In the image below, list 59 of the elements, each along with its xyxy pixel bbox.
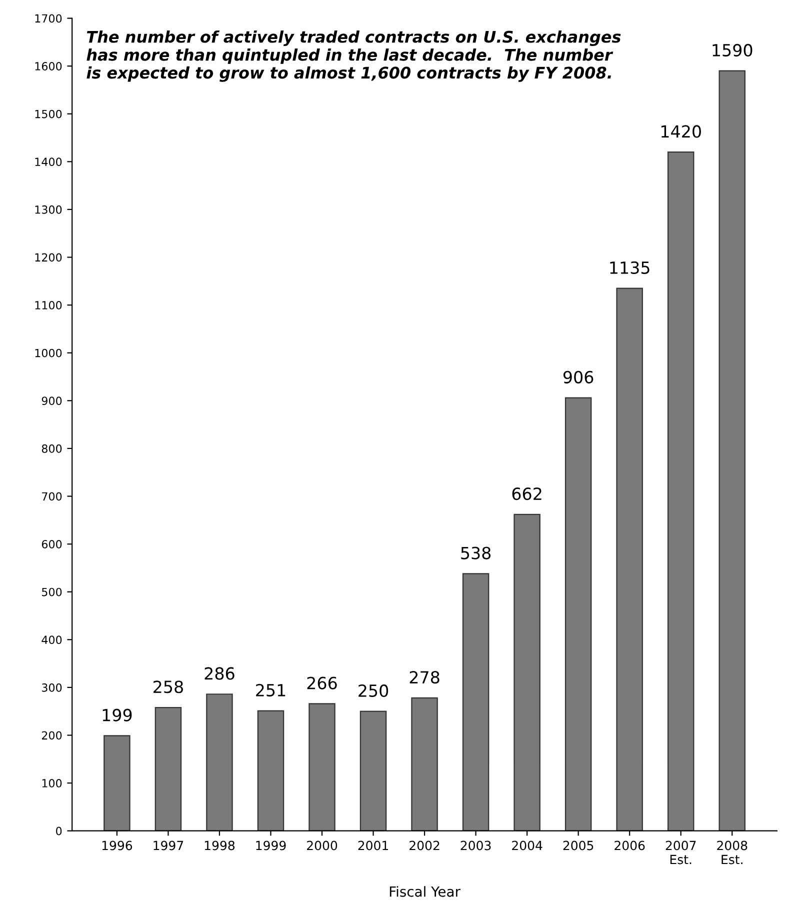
data-label: 538 — [461, 546, 491, 560]
y-tick-label: 1200 — [35, 253, 62, 262]
bar — [564, 397, 592, 831]
y-tick-label: 1600 — [35, 62, 62, 70]
bar — [308, 703, 336, 831]
bar — [104, 735, 130, 831]
y-tick-label: 500 — [42, 588, 62, 596]
data-label: 199 — [102, 708, 132, 722]
data-label: 1590 — [712, 44, 752, 56]
data-label: 286 — [204, 667, 234, 680]
y-tick-label: 700 — [42, 492, 62, 501]
y-tick-label: 0 — [56, 826, 62, 836]
data-label: 906 — [563, 370, 594, 384]
x-tick-label: 1999 — [256, 840, 286, 850]
x-tick-label: 2008 Est. — [717, 840, 748, 864]
bar — [154, 706, 182, 831]
y-tick-label: 1400 — [35, 158, 62, 166]
x-axis-title: Fiscal Year — [390, 886, 460, 897]
data-label: 251 — [256, 684, 286, 697]
bar — [616, 288, 643, 831]
bar — [206, 694, 233, 831]
y-tick-label: 1100 — [35, 301, 62, 310]
data-label: 258 — [154, 680, 183, 694]
bar — [718, 70, 746, 831]
bar — [667, 152, 694, 831]
data-label: 1135 — [610, 261, 650, 274]
data-label: 662 — [512, 487, 542, 500]
x-tick-label: 2002 — [410, 840, 440, 850]
x-tick-label: 2000 — [307, 840, 338, 850]
y-tick-label: 600 — [42, 540, 62, 548]
y-tick-label: 1300 — [35, 205, 62, 214]
x-tick-label: 2005 — [563, 840, 594, 850]
data-label: 1420 — [661, 125, 701, 138]
y-tick-label: 800 — [42, 444, 62, 453]
bar — [257, 710, 284, 831]
bar — [411, 697, 438, 831]
x-tick-label: 2001 — [358, 840, 388, 850]
y-tick-label: 1500 — [35, 110, 62, 118]
x-tick-label: 2007 Est. — [666, 840, 696, 864]
x-tick-label: 2004 — [512, 840, 542, 850]
data-label: 278 — [410, 671, 440, 684]
x-tick-label: 1996 — [102, 840, 132, 850]
x-tick-label: 1997 — [154, 840, 184, 850]
data-label: 266 — [307, 676, 337, 690]
bar — [360, 710, 387, 831]
y-tick-label: 400 — [42, 636, 62, 644]
x-tick-label: 1998 — [204, 840, 235, 850]
y-tick-label: 900 — [42, 396, 62, 406]
y-tick-label: 100 — [42, 779, 62, 788]
annotation: The number of actively traded contracts on U.S. exchanges has more than quintupled in the last decade. The number is expected to grow to almost 1,600 contracts by FY 2008. — [86, 30, 621, 82]
x-tick-label: 2003 — [460, 840, 491, 850]
bar — [514, 514, 540, 831]
bar — [462, 573, 490, 831]
y-tick-label: 200 — [42, 731, 62, 740]
data-label: 250 — [358, 684, 388, 697]
y-tick-label: 1700 — [35, 14, 62, 23]
x-tick-label: 2006 — [614, 840, 645, 850]
y-tick-label: 1000 — [35, 348, 62, 358]
y-tick-label: 300 — [42, 683, 62, 692]
